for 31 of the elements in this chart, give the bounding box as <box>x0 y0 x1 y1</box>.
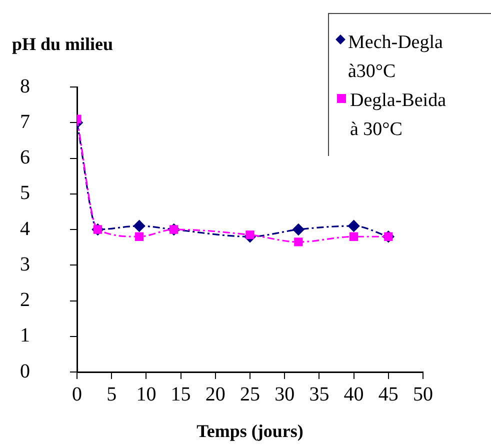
x-tick-label: 25 <box>240 383 260 406</box>
legend-label: Mech-Degla à30°C <box>348 31 444 84</box>
y-axis-title: pH du milieu <box>12 34 114 55</box>
x-axis-title: Temps (jours) <box>196 420 304 441</box>
x-tick-label: 10 <box>136 383 156 406</box>
x-tick-label: 30 <box>274 383 295 406</box>
y-tick-label: 6 <box>20 146 30 168</box>
y-tick-label: 8 <box>20 75 30 98</box>
point <box>134 232 144 241</box>
y-tick-label: 7 <box>20 110 30 133</box>
y-tick-label: 3 <box>20 253 30 276</box>
y-tick-label: 4 <box>20 218 30 240</box>
x-tick-label: 40 <box>344 383 364 406</box>
y-tick-label: 2 <box>20 289 30 311</box>
point <box>133 220 146 232</box>
point <box>349 232 358 241</box>
x-tick-label: 35 <box>309 383 330 406</box>
x-tick-label: 20 <box>205 383 226 406</box>
x-tick-label: 0 <box>72 383 82 406</box>
x-tick-label: 50 <box>413 383 433 406</box>
point <box>348 220 360 232</box>
point <box>292 224 304 236</box>
y-tick-label: 1 <box>20 324 30 347</box>
legend-label: Degla-Beida à 30°C <box>350 89 448 142</box>
point <box>246 230 254 240</box>
y-tick-label: 0 <box>20 360 30 382</box>
x-tick-label: 5 <box>106 383 117 406</box>
x-tick-label: 45 <box>378 383 398 406</box>
point <box>294 238 303 246</box>
x-tick-label: 15 <box>170 383 191 406</box>
y-tick-label: 5 <box>20 182 30 204</box>
